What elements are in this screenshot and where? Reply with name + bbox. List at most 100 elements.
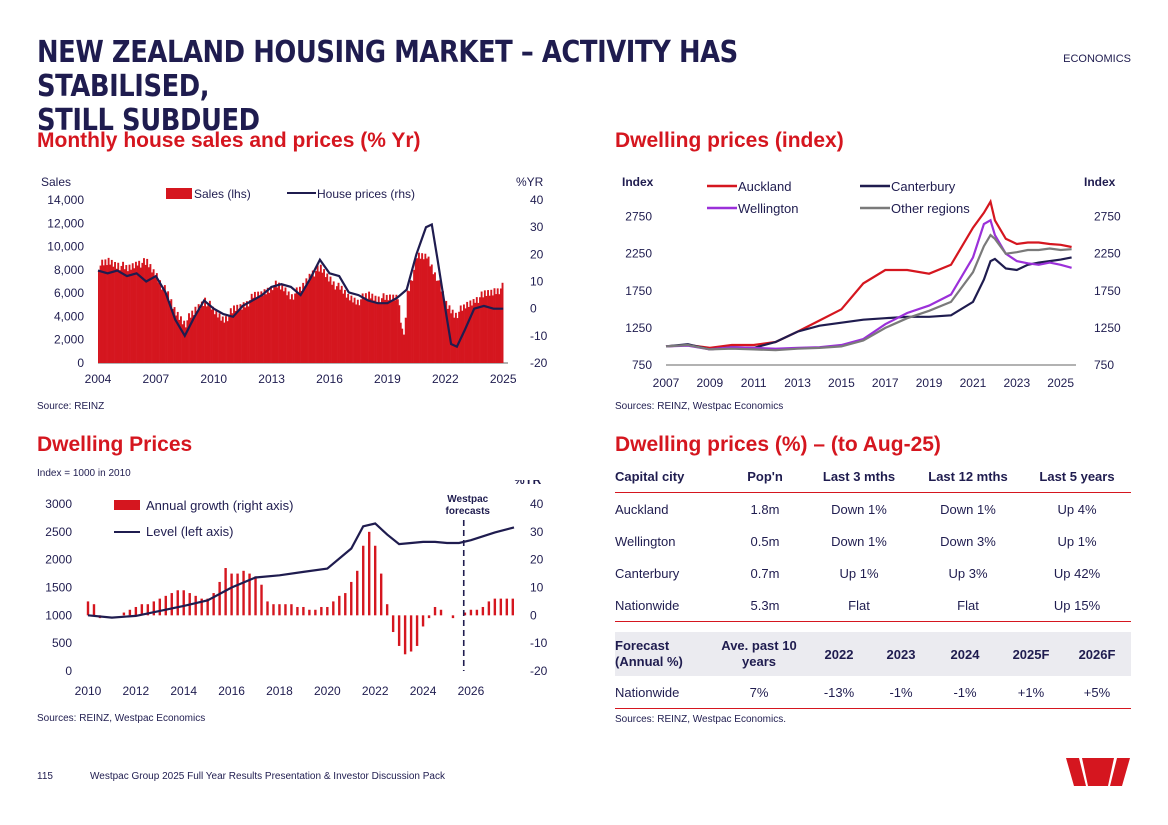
left-tick-label: 2000 xyxy=(45,553,72,567)
x-tick-label: 2023 xyxy=(1003,376,1030,390)
sales-bar xyxy=(220,320,223,363)
sales-bar xyxy=(387,300,390,363)
sales-bar xyxy=(112,266,115,363)
x-tick-label: 2018 xyxy=(266,684,293,698)
sales-bar xyxy=(204,297,207,363)
sales-bar xyxy=(270,286,272,363)
sales-bar xyxy=(421,253,424,363)
sales-bar xyxy=(310,276,313,363)
index-chart-title: Dwelling prices (index) xyxy=(615,129,844,152)
sales-bar xyxy=(239,304,242,363)
sales-bar xyxy=(183,320,186,363)
sales-bar xyxy=(154,277,157,363)
sales-bar xyxy=(287,291,290,363)
sales-bar xyxy=(128,264,131,363)
right-tick-label: 1250 xyxy=(1094,321,1121,335)
sales-bar xyxy=(213,314,216,363)
sales-bar xyxy=(480,291,483,363)
sales-bar xyxy=(223,322,226,363)
growth-bar xyxy=(451,615,455,619)
sales-bar xyxy=(196,311,198,363)
sales-bar xyxy=(446,308,449,363)
growth-bar xyxy=(511,598,515,616)
sales-bar xyxy=(419,258,422,363)
sales-bar xyxy=(435,280,438,363)
table-cell: Up 1% xyxy=(1057,533,1097,549)
x-tick-label: 2019 xyxy=(374,372,401,386)
header-cell: Last 5 years xyxy=(1023,460,1131,493)
growth-bar xyxy=(140,604,144,616)
table-cell: Up 3% xyxy=(948,565,988,581)
sales-bar xyxy=(133,268,136,363)
sales-bar xyxy=(397,299,399,363)
growth-bar xyxy=(86,601,90,616)
sales-bar xyxy=(321,272,324,363)
sales-bar xyxy=(339,289,342,363)
left-tick-label: 2250 xyxy=(625,247,652,261)
right-tick-label: 750 xyxy=(1094,358,1114,372)
sales-bar xyxy=(384,299,387,363)
sales-bar xyxy=(294,293,297,363)
sales-bar xyxy=(377,296,380,363)
sales-bar xyxy=(302,282,305,363)
growth-bar xyxy=(260,584,263,616)
sales-bar xyxy=(144,264,147,363)
right-tick-label: 20 xyxy=(530,553,544,567)
x-tick-label: 2017 xyxy=(872,376,899,390)
page-number: 115 xyxy=(37,771,53,782)
dwelling-prices-table: Capital city Pop'n Last 3 mths Last 12 m… xyxy=(615,460,1131,725)
right-tick-label: -20 xyxy=(530,664,548,678)
forecast-header-cell: 2025F xyxy=(1012,646,1050,662)
dwelling-chart-source: Sources: REINZ, Westpac Economics xyxy=(37,713,206,724)
right-axis-title: Index xyxy=(1084,175,1116,189)
sales-bar xyxy=(104,259,107,363)
sales-bar xyxy=(234,310,237,363)
sales-bar xyxy=(191,310,194,363)
left-tick-label: 6,000 xyxy=(54,286,84,300)
sales-bar xyxy=(208,300,211,363)
table-cell: Down 1% xyxy=(831,501,887,517)
sales-bar xyxy=(332,281,335,363)
sales-bar xyxy=(474,302,477,363)
growth-bar xyxy=(505,598,509,616)
series-line-auckland xyxy=(665,198,1072,350)
sales-bar xyxy=(466,301,469,363)
sales-bar xyxy=(188,313,190,363)
sales-bar xyxy=(212,306,215,363)
sales-bar xyxy=(482,297,485,363)
sales-bar xyxy=(244,307,247,363)
sales-bar xyxy=(247,306,250,363)
sales-bar xyxy=(382,293,385,363)
growth-bar xyxy=(296,606,299,616)
growth-bar xyxy=(439,609,443,616)
table-title: Dwelling prices (%) – (to Aug-25) xyxy=(615,433,941,456)
left-tick-label: 2500 xyxy=(45,525,72,539)
sales-bar xyxy=(249,300,252,363)
right-tick-label: -10 xyxy=(530,329,548,343)
sales-bar xyxy=(263,289,266,363)
sales-bar xyxy=(192,315,195,363)
growth-bar xyxy=(248,573,251,616)
x-tick-label: 2007 xyxy=(143,372,170,386)
left-tick-label: 1250 xyxy=(625,321,652,335)
right-tick-label: 40 xyxy=(530,497,544,511)
legend-growth-label: Annual growth (right axis) xyxy=(146,498,293,513)
sales-bar xyxy=(337,282,340,363)
sales-bar xyxy=(411,280,414,363)
growth-bar xyxy=(302,606,305,616)
sales-bar xyxy=(458,311,461,363)
sales-bar xyxy=(231,313,234,363)
sales-bar xyxy=(490,289,493,363)
growth-bar xyxy=(409,615,413,652)
sales-bar xyxy=(345,297,348,363)
sales-bar xyxy=(115,268,118,363)
growth-bar xyxy=(152,601,156,616)
growth-bar xyxy=(176,590,179,616)
sales-bar xyxy=(276,287,279,363)
x-tick-label: 2013 xyxy=(258,372,285,386)
right-tick-label: 10 xyxy=(530,581,544,595)
sales-bar xyxy=(426,258,428,363)
growth-bar xyxy=(475,609,479,616)
sales-bar xyxy=(282,291,285,363)
forecast-cell: -13% xyxy=(807,676,871,709)
